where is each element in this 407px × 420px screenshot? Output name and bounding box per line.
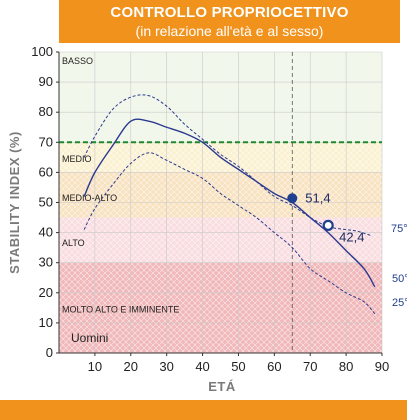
measurement-label-2: 42,4 [339,229,364,244]
band-pattern-medio-alto [59,172,382,218]
x-tick-label-90: 90 [375,359,389,374]
x-tick-label-80: 80 [339,359,353,374]
percentile-label-25: 25° [392,297,407,309]
measurement-point-filled [287,193,298,204]
y-tick-label-0: 0 [46,345,53,360]
x-tick-label-60: 60 [267,359,281,374]
band-label-basso: BASSO [62,56,93,66]
x-axis-title: ETÁ [208,379,236,394]
band-basso [59,52,382,143]
y-tick-label-100: 100 [31,44,53,59]
y-tick-label-10: 10 [39,315,53,330]
y-tick-label-80: 80 [39,104,53,119]
gender-label: Uomini [71,331,108,345]
band-label-medio-alto: MEDIO-ALTO [62,193,117,203]
percentile-label-50: 50° [392,273,407,285]
band-pattern-molto-alto-e-imminente [59,262,382,353]
y-tick-label-20: 20 [39,285,53,300]
y-axis-title: STABILITY INDEX (%) [7,131,22,274]
y-tick-label-30: 30 [39,255,53,270]
percentile-curve-25 [83,152,376,315]
chart-title: CONTROLLO PROPRIOCETTIVO [110,4,349,21]
y-tick-label-90: 90 [39,74,53,89]
y-tick-label-40: 40 [39,225,53,240]
percentile-label-75: 75° [391,223,407,235]
y-tick-label-70: 70 [39,134,53,149]
y-tick-label-50: 50 [39,195,53,210]
measurement-label-1: 51,4 [305,190,330,205]
chart-subtitle: (in relazione all'età e al sesso) [135,23,324,39]
measurement-point-hollow [322,219,334,231]
bottom-banner [0,400,407,420]
x-tick-label-50: 50 [231,359,245,374]
band-label-molto-alto-e-imminente: MOLTO ALTO E IMMINENTE [62,304,179,314]
x-tick-label-30: 30 [159,359,173,374]
percentile-curve-50 [83,118,376,288]
x-tick-label-70: 70 [303,359,317,374]
y-tick-label-60: 60 [39,164,53,179]
x-tick-label-10: 10 [88,359,102,374]
chart-title-banner: CONTROLLO PROPRIOCETTIVO (in relazione a… [59,0,400,43]
x-tick-label-20: 20 [124,359,138,374]
band-label-alto: ALTO [62,238,85,248]
band-label-medio: MEDIO [62,154,92,164]
x-tick-label-40: 40 [195,359,209,374]
stability-index-chart: 0 10 20 30 40 50 60 70 80 90 100 10 20 30 40 50 60 70 80 90… [7,44,407,394]
